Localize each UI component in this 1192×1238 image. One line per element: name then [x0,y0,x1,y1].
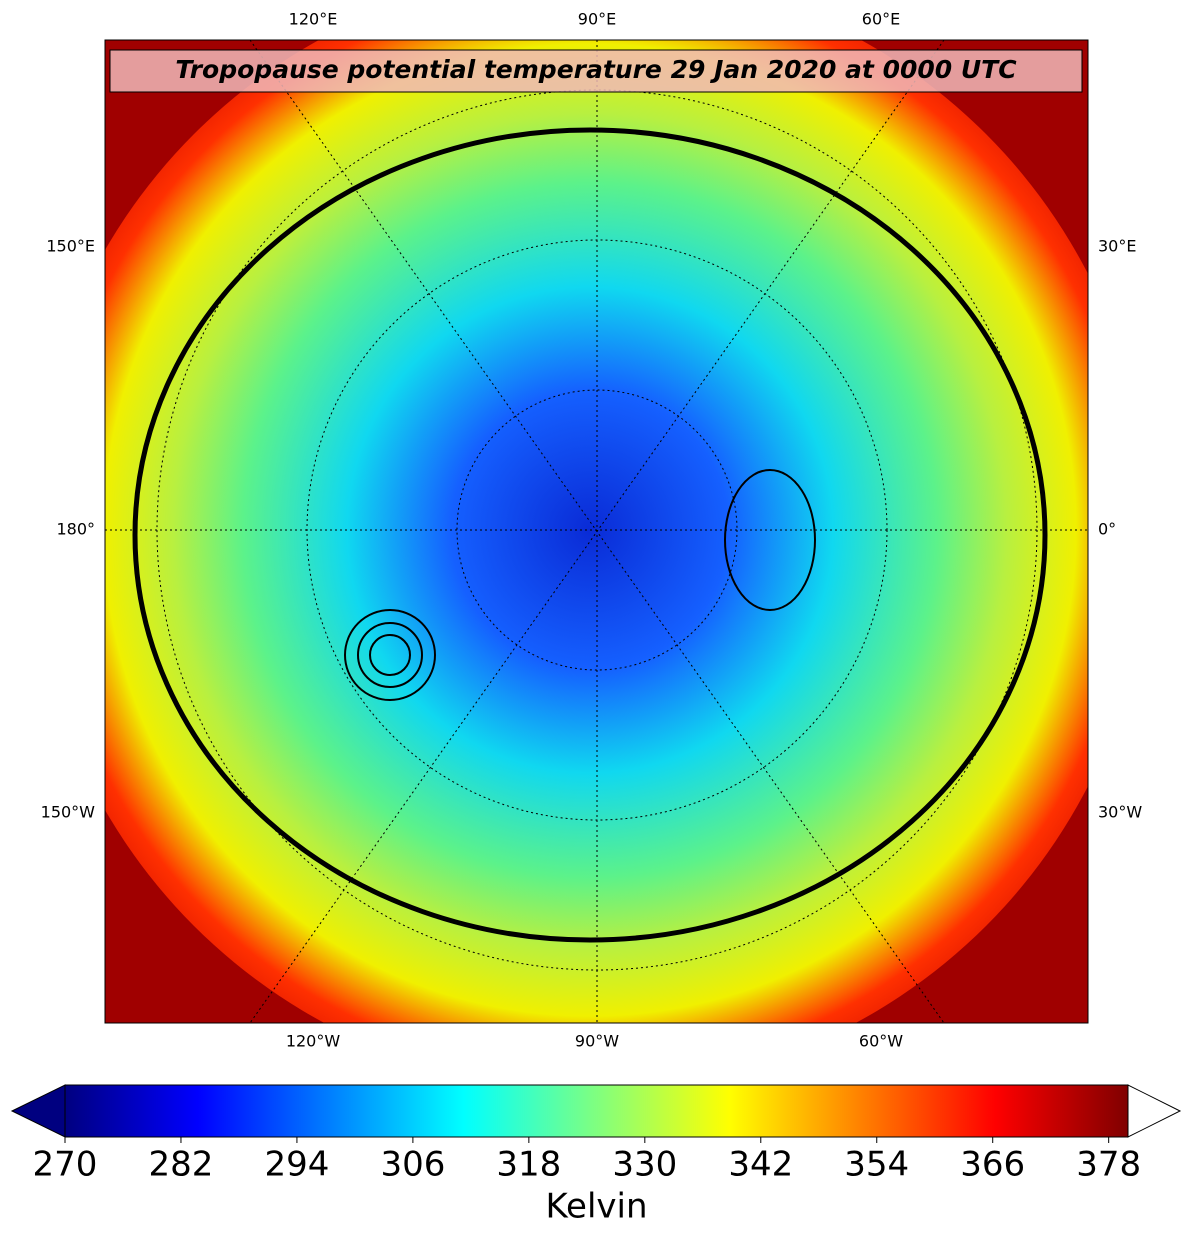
colorbar-extend-low [10,1084,66,1138]
lon-label: 90°E [578,10,616,29]
map-frame [104,39,1089,1024]
colorbar-tick-label: 354 [844,1145,909,1185]
lon-label: 30°E [1098,237,1136,256]
colorbar-tick-label: 378 [1076,1145,1141,1185]
colorbar [64,1084,1129,1138]
tropopause-break [132,127,1048,943]
colorbar-tick-label: 270 [33,1145,98,1185]
lon-label: 120°W [286,1032,341,1051]
lon-label: 0° [1098,520,1116,539]
lon-label: 150°W [41,803,96,822]
lon-label: 30°W [1098,803,1142,822]
graticule [105,40,1088,1023]
colorbar-tick-label: 318 [496,1145,561,1185]
colorbar-extend-high [1127,1084,1182,1138]
title-box [109,49,1083,93]
colorbar-tick-label: 330 [612,1145,677,1185]
temperature-field [105,40,1088,1023]
lon-label: 120°E [289,10,338,29]
title: Tropopause potential temperature 29 Jan … [175,55,1017,84]
lon-label: 60°E [862,10,900,29]
lon-label: 180° [56,520,95,539]
colorbar-label: Kelvin [545,1187,647,1227]
map [105,40,1088,1023]
lon-label: 60°W [859,1032,903,1051]
colorbar-tick-label: 294 [264,1145,329,1185]
lon-label: 90°W [575,1032,619,1051]
colorbar-tick-label: 342 [728,1145,793,1185]
colorbar-tick-label: 282 [149,1145,214,1185]
colorbar-tick-label: 366 [960,1145,1025,1185]
lon-label: 150°E [46,237,95,256]
colorbar-tick-label: 306 [380,1145,445,1185]
pressure-contours [344,469,816,701]
